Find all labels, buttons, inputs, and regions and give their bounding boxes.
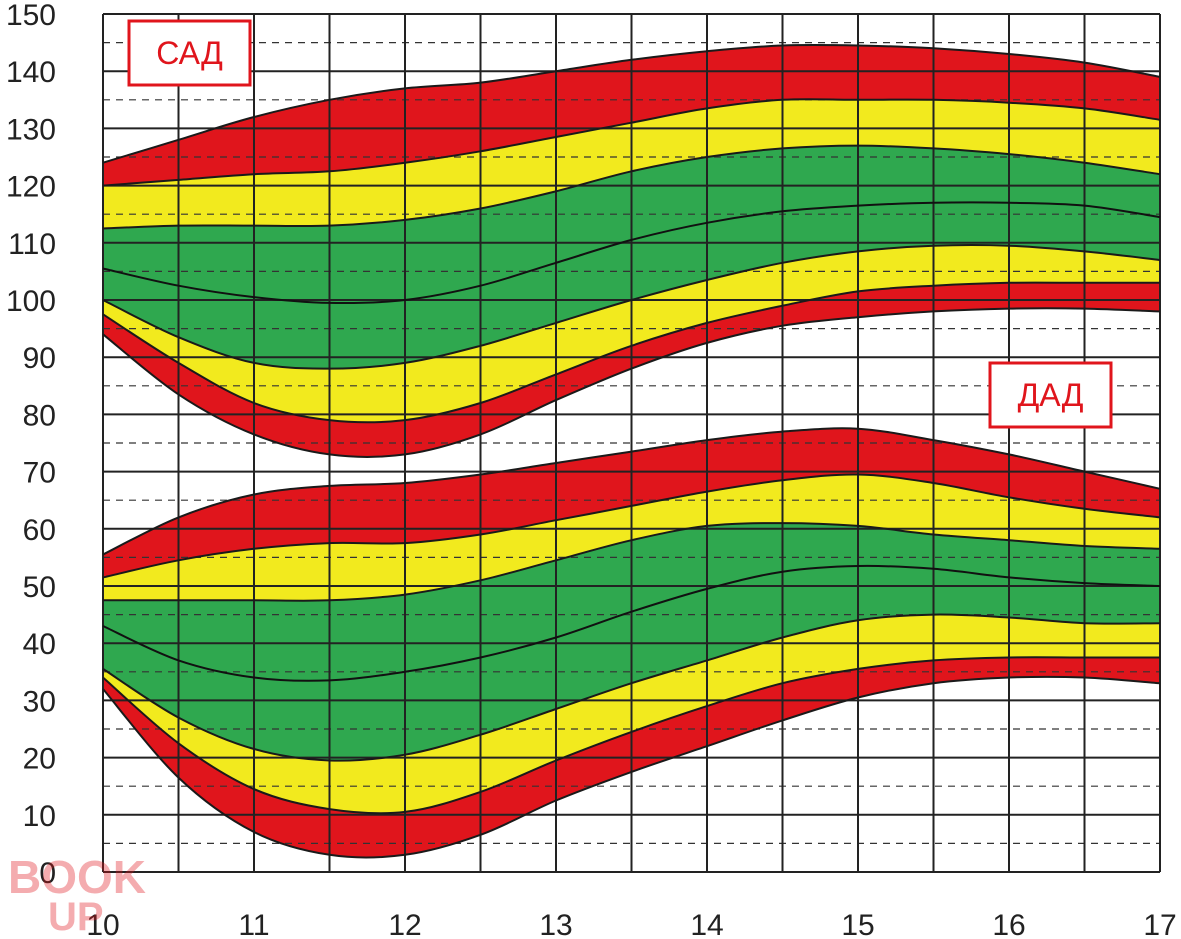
dad-upper-red-boundary	[102, 427, 1161, 556]
y-tick-label: 0	[39, 857, 56, 890]
sad-upper-red-boundary	[102, 43, 1161, 164]
y-tick-label: 80	[23, 399, 56, 432]
sad-upper-yellow-boundary	[102, 98, 1161, 187]
y-tick-label: 10	[23, 800, 56, 833]
y-tick-label: 110	[8, 228, 56, 261]
y-tick-label: 20	[23, 743, 56, 776]
sad-label: САД	[156, 35, 223, 71]
sad-label-box: САД	[127, 19, 252, 87]
y-tick-label: 140	[6, 56, 56, 89]
watermark-text-top: BOOK	[8, 851, 146, 903]
y-tick-label: 60	[23, 514, 56, 547]
dad-lower-yellow-boundary	[102, 656, 1160, 815]
sad-median-line	[102, 201, 1161, 305]
y-tick-label: 150	[6, 0, 56, 32]
dad-lower-green-boundary	[102, 613, 1161, 762]
y-tick-label: 130	[6, 113, 56, 146]
y-tick-label: 50	[23, 571, 56, 604]
y-tick-label: 90	[23, 342, 56, 375]
sad-label-frame	[127, 19, 252, 87]
y-tick-label: 30	[23, 685, 56, 718]
dad-label: ДАД	[1018, 377, 1084, 413]
dad-median-line	[102, 564, 1161, 682]
x-tick-label: 13	[539, 909, 572, 939]
x-tick-label: 15	[841, 909, 874, 939]
dad-label-box: ДАД	[988, 361, 1113, 429]
x-tick-label: 11	[238, 909, 269, 939]
y-tick-label: 70	[23, 457, 56, 490]
x-tick-label: 14	[690, 909, 723, 939]
dad-upper-green-boundary	[102, 522, 1161, 602]
lines-layer	[102, 43, 1161, 859]
y-tick-label: 40	[23, 628, 56, 661]
sad-lower-yellow-boundary	[102, 281, 1160, 424]
sad-lower-green-boundary	[102, 243, 1161, 370]
x-tick-label: 16	[992, 909, 1025, 939]
sad-lower-red-boundary	[102, 307, 1161, 458]
watermark-text-bottom: UP	[48, 895, 104, 939]
sad-upper-green-boundary	[102, 144, 1161, 230]
x-tick-label: 17	[1143, 909, 1176, 939]
y-tick-label: 120	[6, 171, 56, 204]
x-tick-label: 12	[388, 909, 421, 939]
x-tick-label: 10	[86, 909, 119, 939]
dad-label-frame	[988, 361, 1113, 429]
y-tick-label: 100	[6, 285, 56, 318]
dad-lower-red-boundary	[102, 675, 1161, 859]
watermark-logo: BOOK UP	[8, 851, 146, 939]
dad-upper-yellow-boundary	[102, 473, 1161, 579]
axis-layer: 0 10 20 30 40 50 60 70 80 90 100 110 120 130 140 150 10 1…	[6, 0, 1177, 939]
